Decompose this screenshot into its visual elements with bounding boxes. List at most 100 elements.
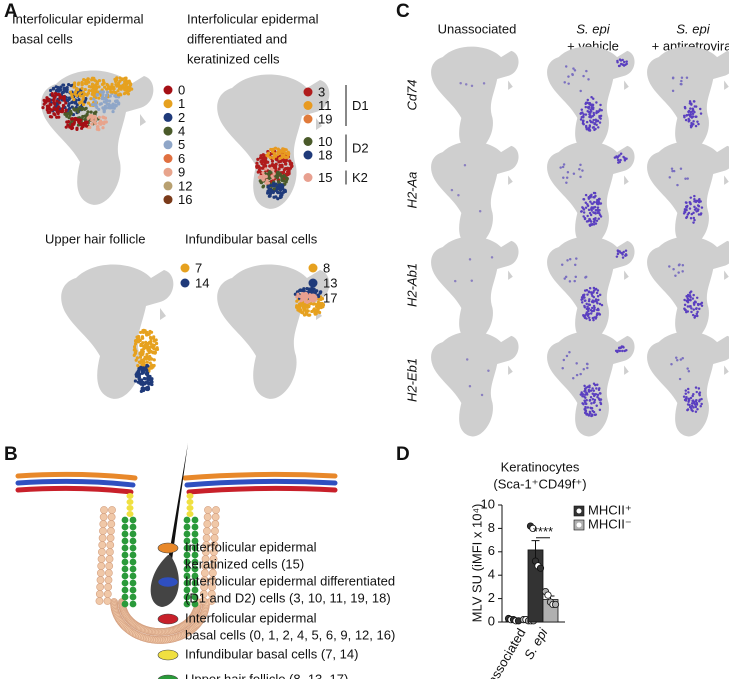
umap-point xyxy=(98,90,103,94)
umap-point xyxy=(148,329,152,334)
umap-point xyxy=(693,105,697,108)
umap-point xyxy=(72,107,76,111)
umap xyxy=(217,74,330,209)
umap-point xyxy=(90,88,94,93)
umap-point xyxy=(86,77,90,81)
umap-point xyxy=(693,205,696,209)
umap-point xyxy=(699,112,703,115)
umap-point xyxy=(95,125,100,129)
umap-point xyxy=(87,84,91,89)
umap-point xyxy=(114,82,118,87)
umap-point xyxy=(590,414,593,418)
umap-point xyxy=(64,108,68,112)
umap-point xyxy=(468,385,472,388)
umap-point xyxy=(625,60,628,63)
data-point xyxy=(544,591,552,599)
umap-point xyxy=(311,289,315,293)
umap-point xyxy=(81,94,86,98)
legend-label: 8 xyxy=(323,260,330,275)
umap-point xyxy=(589,312,593,315)
umap-point xyxy=(300,291,305,296)
umap-point xyxy=(599,117,602,120)
umap-point xyxy=(585,120,589,124)
umap-point xyxy=(71,117,75,121)
umap-point xyxy=(277,160,281,164)
umap-point xyxy=(670,167,674,170)
umap-point xyxy=(298,288,302,293)
umap-point xyxy=(255,165,259,169)
umap-point xyxy=(592,286,596,290)
umap-point xyxy=(274,154,278,158)
follicle-cell xyxy=(121,586,129,594)
umap-point xyxy=(586,314,590,317)
umap-point xyxy=(599,202,603,205)
umap-point xyxy=(48,115,53,119)
umap-point xyxy=(696,120,699,123)
column-header: Unassociated xyxy=(438,21,517,36)
umap-point xyxy=(700,304,704,308)
umap-cells xyxy=(647,141,729,247)
sheath-cell xyxy=(106,548,114,556)
umap-point xyxy=(81,96,85,101)
umap-point xyxy=(262,173,266,177)
umap-point xyxy=(625,62,628,66)
umap-point xyxy=(579,372,582,376)
umap-point xyxy=(84,96,88,101)
umap-point xyxy=(686,213,690,216)
umap-point xyxy=(283,175,287,179)
infundibulum-cell xyxy=(186,511,194,517)
umap-point xyxy=(580,115,584,119)
umap-point xyxy=(581,169,584,172)
umap-point xyxy=(281,154,285,158)
umap-point xyxy=(589,200,592,204)
umap-point xyxy=(269,167,273,171)
umap-point xyxy=(559,166,562,169)
umap-point xyxy=(102,97,106,101)
umap-point xyxy=(90,76,95,80)
umap-point xyxy=(482,82,486,85)
umap-point xyxy=(105,90,110,94)
umap-point xyxy=(586,110,589,113)
umap-point xyxy=(694,307,698,311)
umap-point xyxy=(134,349,138,353)
follicle-cell xyxy=(129,516,137,524)
umap-point xyxy=(619,158,622,162)
umap-point xyxy=(699,213,703,216)
legend-label: 12 xyxy=(178,178,192,193)
umap-point xyxy=(598,302,602,306)
umap-point xyxy=(580,296,584,299)
follicle-cell xyxy=(191,593,199,601)
umap-point xyxy=(685,396,688,399)
umap-point xyxy=(580,391,583,394)
legend-label: 14 xyxy=(195,275,209,290)
umap-point xyxy=(592,97,595,101)
umap-point xyxy=(135,356,139,360)
legend-label: 3 xyxy=(318,84,325,99)
follicle-cell xyxy=(183,516,191,524)
umap-point xyxy=(566,259,569,262)
umap-point xyxy=(588,129,592,132)
umap-point xyxy=(695,398,698,402)
umap-point xyxy=(584,113,588,116)
follicle-cell xyxy=(129,530,137,538)
umap-point xyxy=(565,181,568,185)
umap-point xyxy=(586,214,589,218)
umap-point xyxy=(585,128,589,131)
umap-point xyxy=(683,303,687,307)
umap-point xyxy=(267,184,271,188)
legend-label: 16 xyxy=(178,192,192,207)
infundibulum-cell xyxy=(186,493,194,499)
group-label: D2 xyxy=(352,141,369,156)
umap-point xyxy=(83,87,87,92)
umap-point xyxy=(617,64,621,68)
umap-point xyxy=(693,110,696,114)
follicle-cell xyxy=(183,572,191,580)
umap-point xyxy=(593,122,596,126)
subpanel-title: basal cells xyxy=(12,31,73,46)
infundibulum-cell xyxy=(126,493,134,499)
umap-point xyxy=(134,339,138,343)
umap-cells xyxy=(431,331,519,437)
umap-point xyxy=(691,112,695,116)
umap-point xyxy=(147,350,151,355)
umap-point xyxy=(113,94,117,98)
